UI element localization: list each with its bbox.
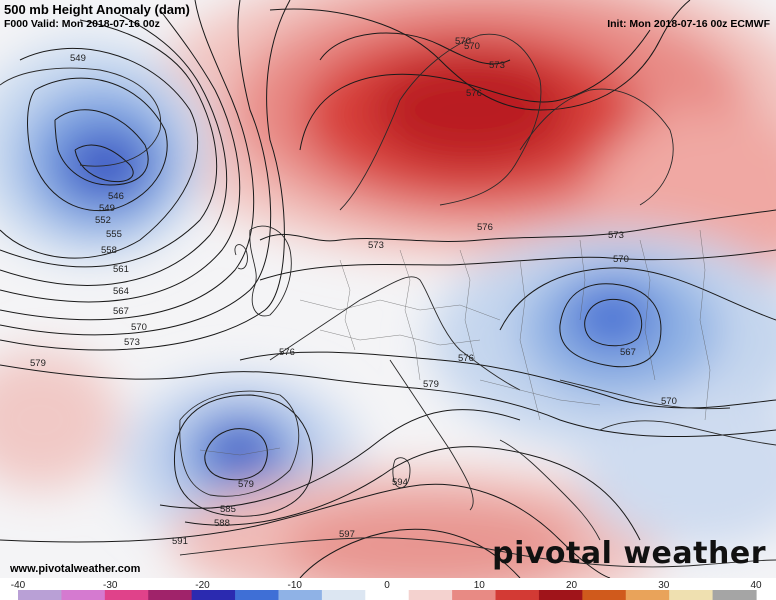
colorbar-tick-label: -20 — [195, 580, 210, 591]
colorbar: -40 -30 -20 -10 0 10 20 30 40 — [11, 580, 762, 600]
contour-label: 579 — [238, 479, 254, 490]
contour-label: 597 — [339, 529, 355, 540]
colorbar-swatch — [191, 590, 236, 600]
contour-label: 567 — [620, 347, 636, 358]
brand-watermark: pivotal weather — [492, 536, 766, 571]
contour-label: 579 — [30, 358, 46, 369]
init-time: Init: Mon 2018-07-16 00z ECMWF — [607, 18, 770, 30]
contour-label: 591 — [172, 536, 188, 547]
contour-label: 573 — [608, 230, 624, 241]
colorbar-tick-label: -30 — [103, 580, 118, 591]
colorbar-tick-label: -40 — [11, 580, 26, 591]
contour-label: 549 — [70, 53, 86, 64]
contour-label-group: 549 546 549 552 555 558 561 564 567 570 … — [30, 36, 677, 547]
colorbar-swatch — [18, 590, 63, 600]
colorbar-swatch — [582, 590, 627, 600]
contour-label: 576 — [279, 347, 295, 358]
colorbar-swatch — [408, 590, 453, 600]
source-url: www.pivotalweather.com — [10, 563, 141, 575]
colorbar-swatch — [148, 590, 193, 600]
colorbar-swatch — [61, 590, 106, 600]
contour-label: 564 — [113, 286, 129, 297]
contour-label: 570 — [455, 36, 471, 47]
colorbar-tick-label: 10 — [474, 580, 486, 591]
height-contours — [0, 0, 776, 578]
contour-label: 558 — [101, 245, 117, 256]
colorbar-tick-label: 30 — [658, 580, 670, 591]
colorbar-tick-label: 0 — [384, 580, 390, 591]
contour-label: 570 — [131, 322, 147, 333]
colorbar-tick-label: 20 — [566, 580, 578, 591]
valid-time: F000 Valid: Mon 2018-07-16 00z — [4, 18, 160, 30]
colorbar-swatch — [712, 590, 757, 600]
contour-label: 576 — [477, 222, 493, 233]
country-borders — [199, 229, 711, 456]
contour-label: 573 — [368, 240, 384, 251]
contour-label: 570 — [661, 396, 677, 407]
contour-label: 555 — [106, 229, 122, 240]
contour-label: 567 — [113, 306, 129, 317]
weather-map: 549 546 549 552 555 558 561 564 567 570 … — [0, 0, 776, 578]
colorbar-swatch — [321, 590, 366, 600]
contour-label: 552 — [95, 215, 111, 226]
contour-label: 588 — [214, 518, 230, 529]
contour-label: 585 — [220, 504, 236, 515]
colorbar-tick-label: 40 — [750, 580, 762, 591]
colorbar-tick-label: -10 — [288, 580, 303, 591]
colorbar-swatch — [495, 590, 540, 600]
anomaly-shading — [0, 0, 776, 578]
contour-label: 579 — [423, 379, 439, 390]
contour-label: 576 — [458, 353, 474, 364]
colorbar-swatches — [18, 590, 757, 600]
contour-label: 549 — [99, 203, 115, 214]
colorbar-swatch — [104, 590, 149, 600]
contour-label: 570 — [464, 41, 480, 52]
colorbar-swatch — [278, 590, 323, 600]
contour-label: 594 — [392, 477, 408, 488]
contour-label: 573 — [124, 337, 140, 348]
contour-label: 570 — [613, 254, 629, 265]
colorbar-ticks: -40 -30 -20 -10 0 10 20 30 40 — [11, 580, 762, 591]
map-title: 500 mb Height Anomaly (dam) — [4, 2, 190, 17]
colorbar-swatch — [625, 590, 670, 600]
coastlines — [0, 33, 776, 568]
colorbar-swatch — [669, 590, 714, 600]
brand-text: pivotal weather — [492, 536, 766, 571]
colorbar-swatch — [538, 590, 583, 600]
contour-label: 573 — [489, 60, 505, 71]
colorbar-swatch — [365, 590, 410, 600]
contour-label: 576 — [466, 88, 482, 99]
colorbar-swatch — [452, 590, 497, 600]
colorbar-swatch — [235, 590, 280, 600]
contour-label: 546 — [108, 191, 124, 202]
contour-label: 561 — [113, 264, 129, 275]
